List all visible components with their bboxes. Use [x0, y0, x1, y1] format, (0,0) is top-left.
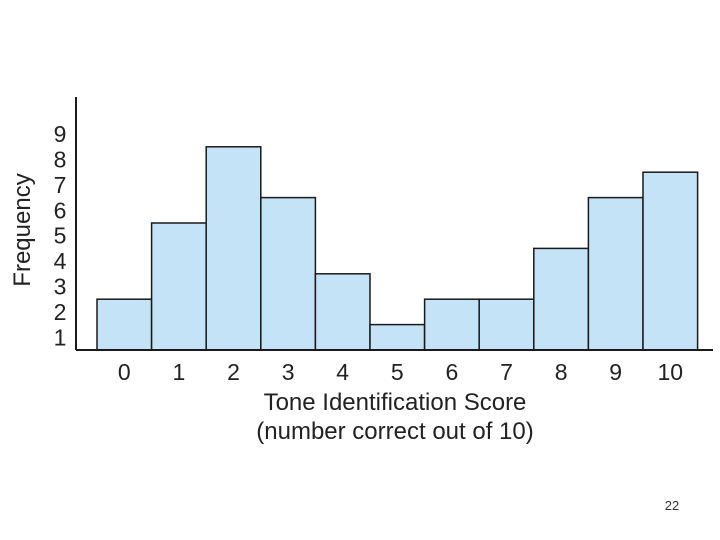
x-tick-label: 10: [658, 359, 684, 385]
bars-group: [96, 146, 699, 351]
y-tick-label: 4: [54, 248, 67, 274]
bar-2: [205, 146, 262, 351]
bar-3: [260, 196, 317, 351]
bar-1: [150, 222, 207, 351]
page-number: 22: [664, 498, 680, 513]
y-tick-label: 5: [54, 223, 67, 249]
x-axis-title: Tone Identification Score: [264, 389, 527, 416]
x-tick-label: 1: [173, 359, 186, 385]
x-tick-label: 7: [500, 359, 513, 385]
y-tick-label: 2: [54, 299, 67, 325]
bar-10: [642, 171, 699, 351]
bar-4: [314, 273, 371, 351]
bar-6: [423, 298, 480, 351]
y-tick-label: 3: [54, 274, 67, 300]
bar-7: [478, 298, 535, 351]
x-tick-label: 4: [336, 359, 349, 385]
x-tick-label: 2: [227, 359, 240, 385]
x-tick-labels: 0 1 2 3 4 5 6 7 8 9 10: [118, 359, 683, 385]
y-tick-label: 6: [54, 197, 67, 223]
bar-0: [96, 298, 153, 351]
x-tick-label: 0: [118, 359, 131, 385]
bar-8: [533, 247, 590, 351]
y-tick-label: 1: [54, 324, 67, 350]
x-tick-label: 9: [609, 359, 622, 385]
bar-5: [369, 323, 426, 351]
x-tick-label: 8: [555, 359, 568, 385]
y-tick-label: 8: [54, 147, 67, 173]
x-tick-label: 3: [282, 359, 295, 385]
x-tick-label: 6: [446, 359, 459, 385]
x-axis-subtitle: (number correct out of 10): [256, 418, 533, 445]
y-axis-title: Frequency: [9, 173, 36, 286]
x-tick-label: 5: [391, 359, 404, 385]
y-tick-label: 9: [54, 121, 67, 147]
y-tick-label: 7: [54, 172, 67, 198]
bar-9: [587, 196, 644, 351]
